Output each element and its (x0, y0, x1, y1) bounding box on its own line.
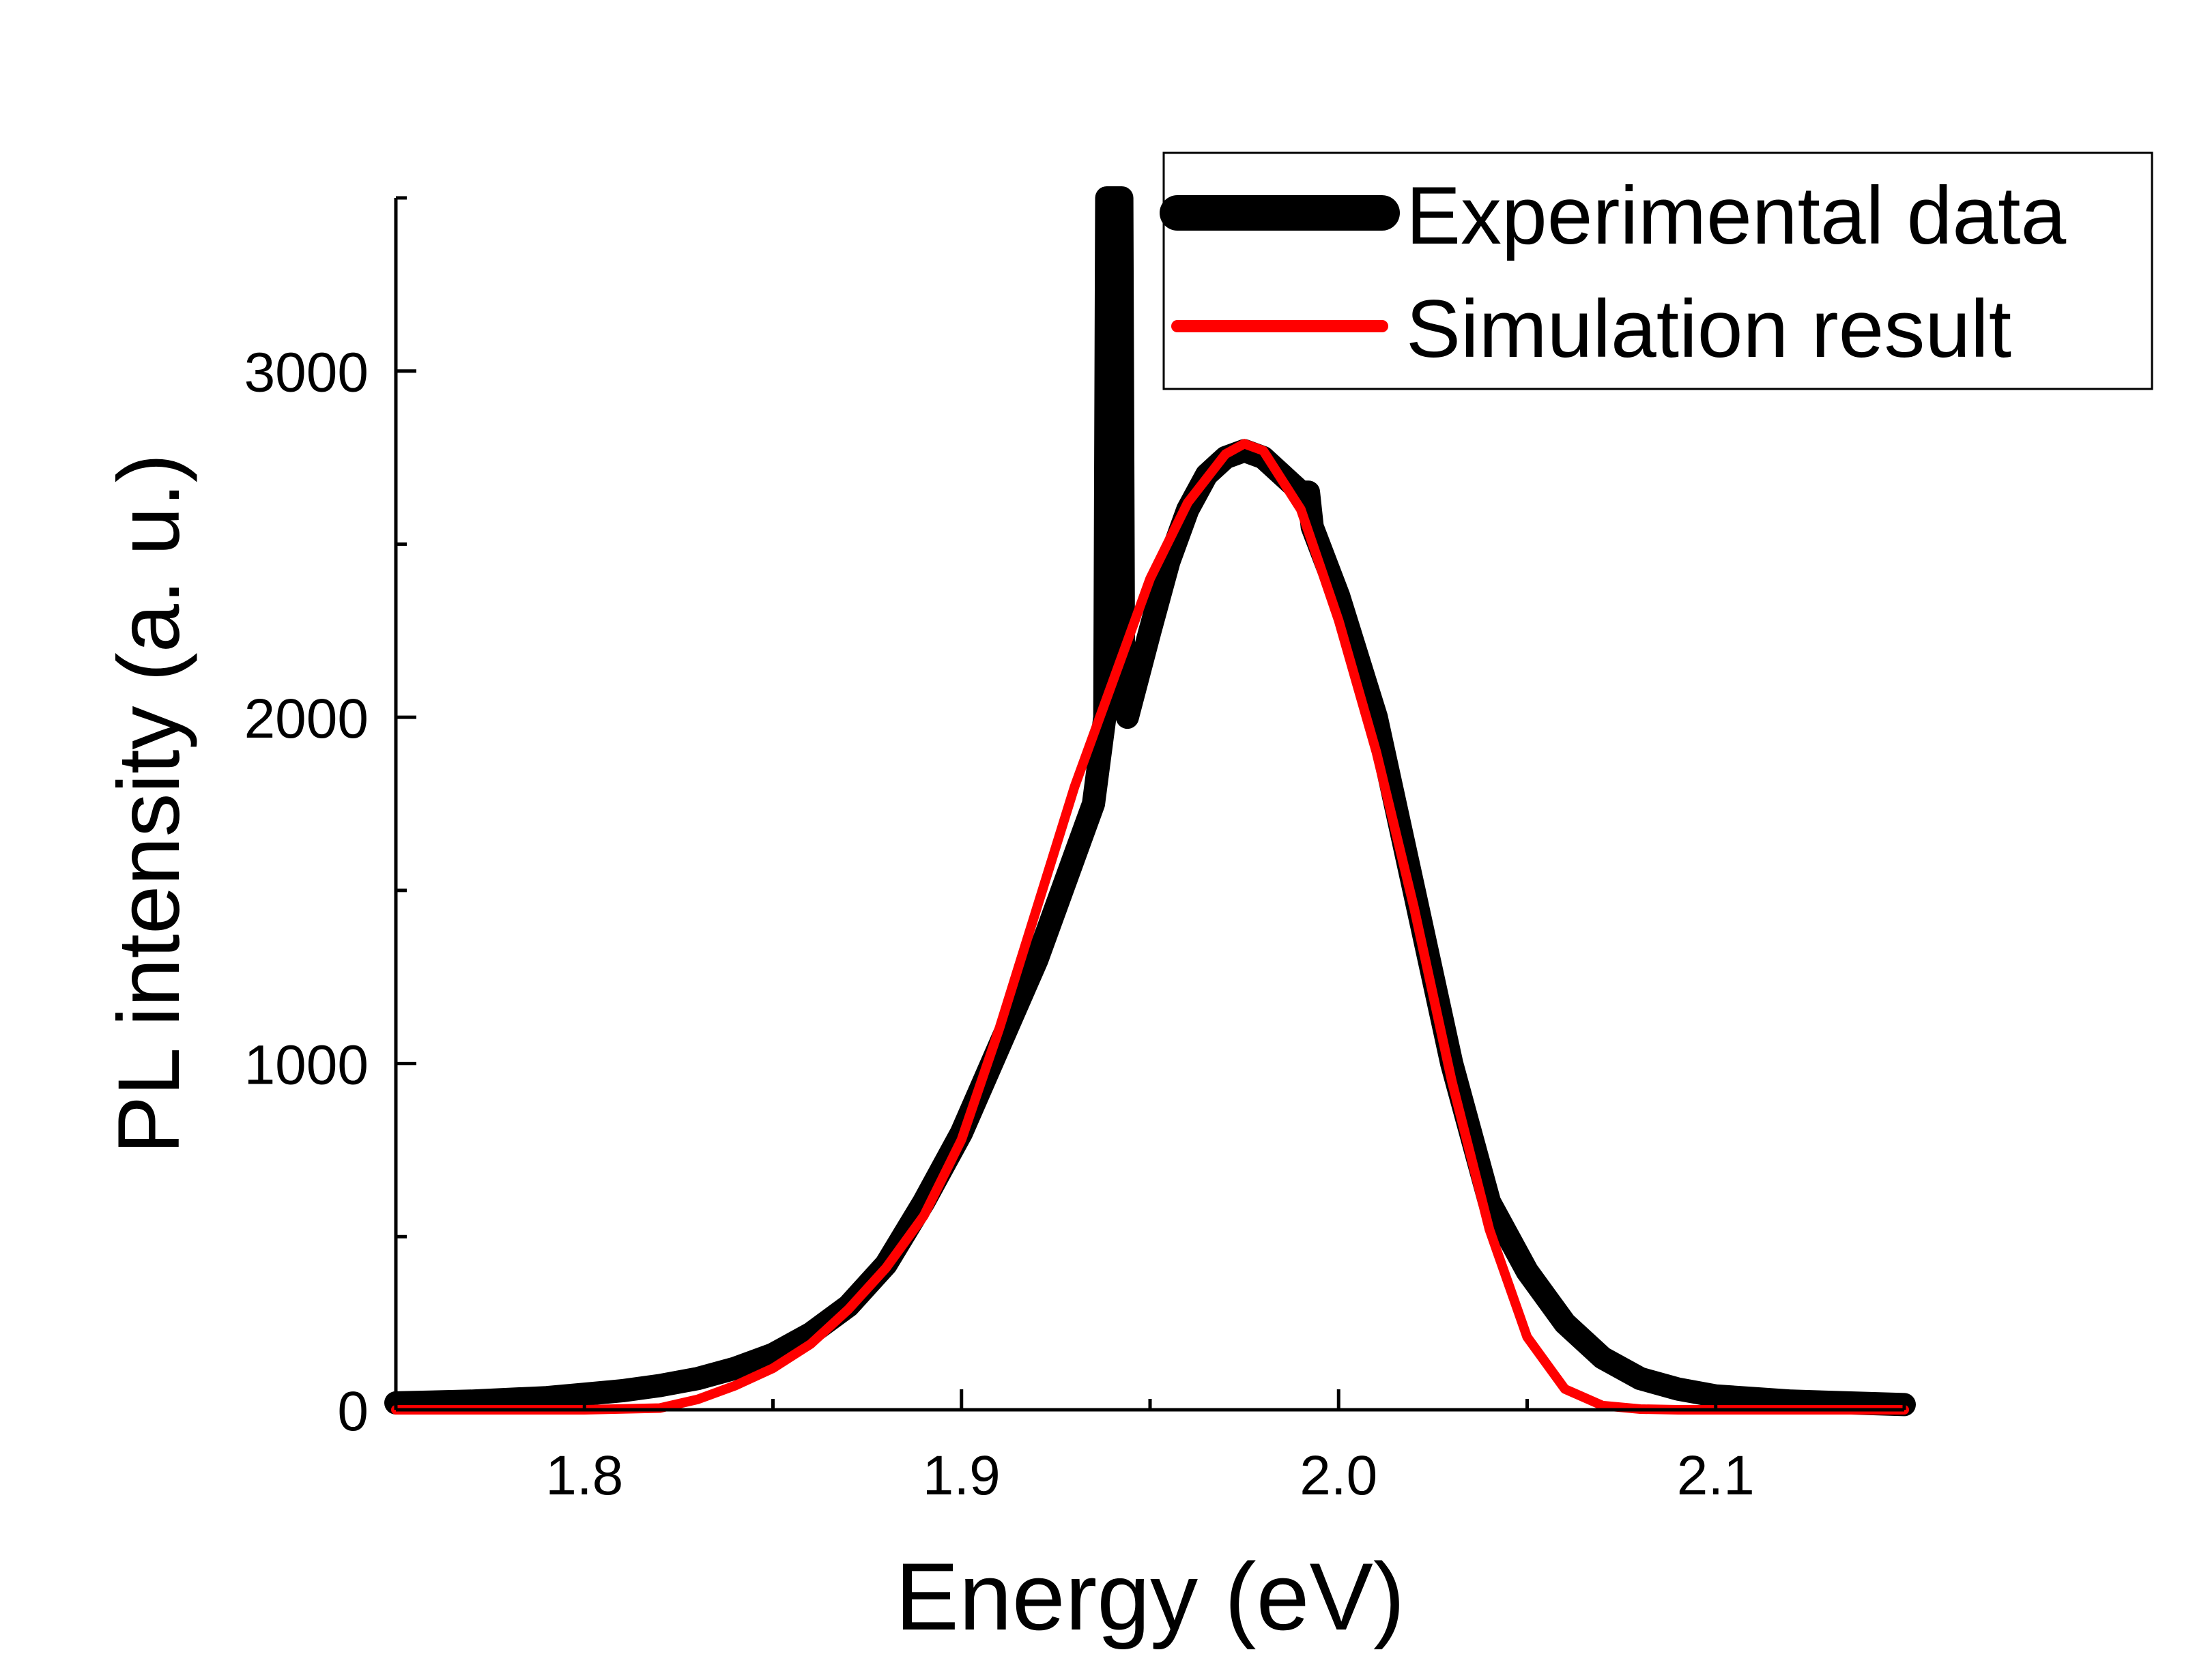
y-tick-label: 1000 (244, 1034, 369, 1097)
legend-label-experimental: Experimental data (1406, 170, 2066, 261)
series-layer (384, 186, 1916, 1417)
series-experimental-data (384, 186, 1916, 1417)
x-axis-title: Energy (eV) (895, 1543, 1405, 1650)
x-tick-label: 2.1 (1677, 1445, 1755, 1507)
y-tick-label: 2000 (244, 688, 369, 750)
series-simulation-result (391, 439, 1909, 1415)
tick-layer: 1.8 1.9 2.0 2.1 0 1000 2000 3000 (244, 196, 1906, 1507)
x-tick-label: 2.0 (1300, 1445, 1377, 1507)
x-tick-label: 1.8 (545, 1445, 623, 1507)
legend-box (1162, 151, 2153, 390)
y-tick-label: 3000 (244, 342, 369, 404)
y-tick-label: 0 (337, 1380, 369, 1443)
x-tick-label: 1.9 (923, 1445, 1001, 1507)
y-axis-title: PL intensity (a. u.) (100, 454, 198, 1155)
legend: Experimental data Simulation result (1160, 151, 2153, 390)
legend-label-simulation: Simulation result (1406, 283, 2011, 375)
